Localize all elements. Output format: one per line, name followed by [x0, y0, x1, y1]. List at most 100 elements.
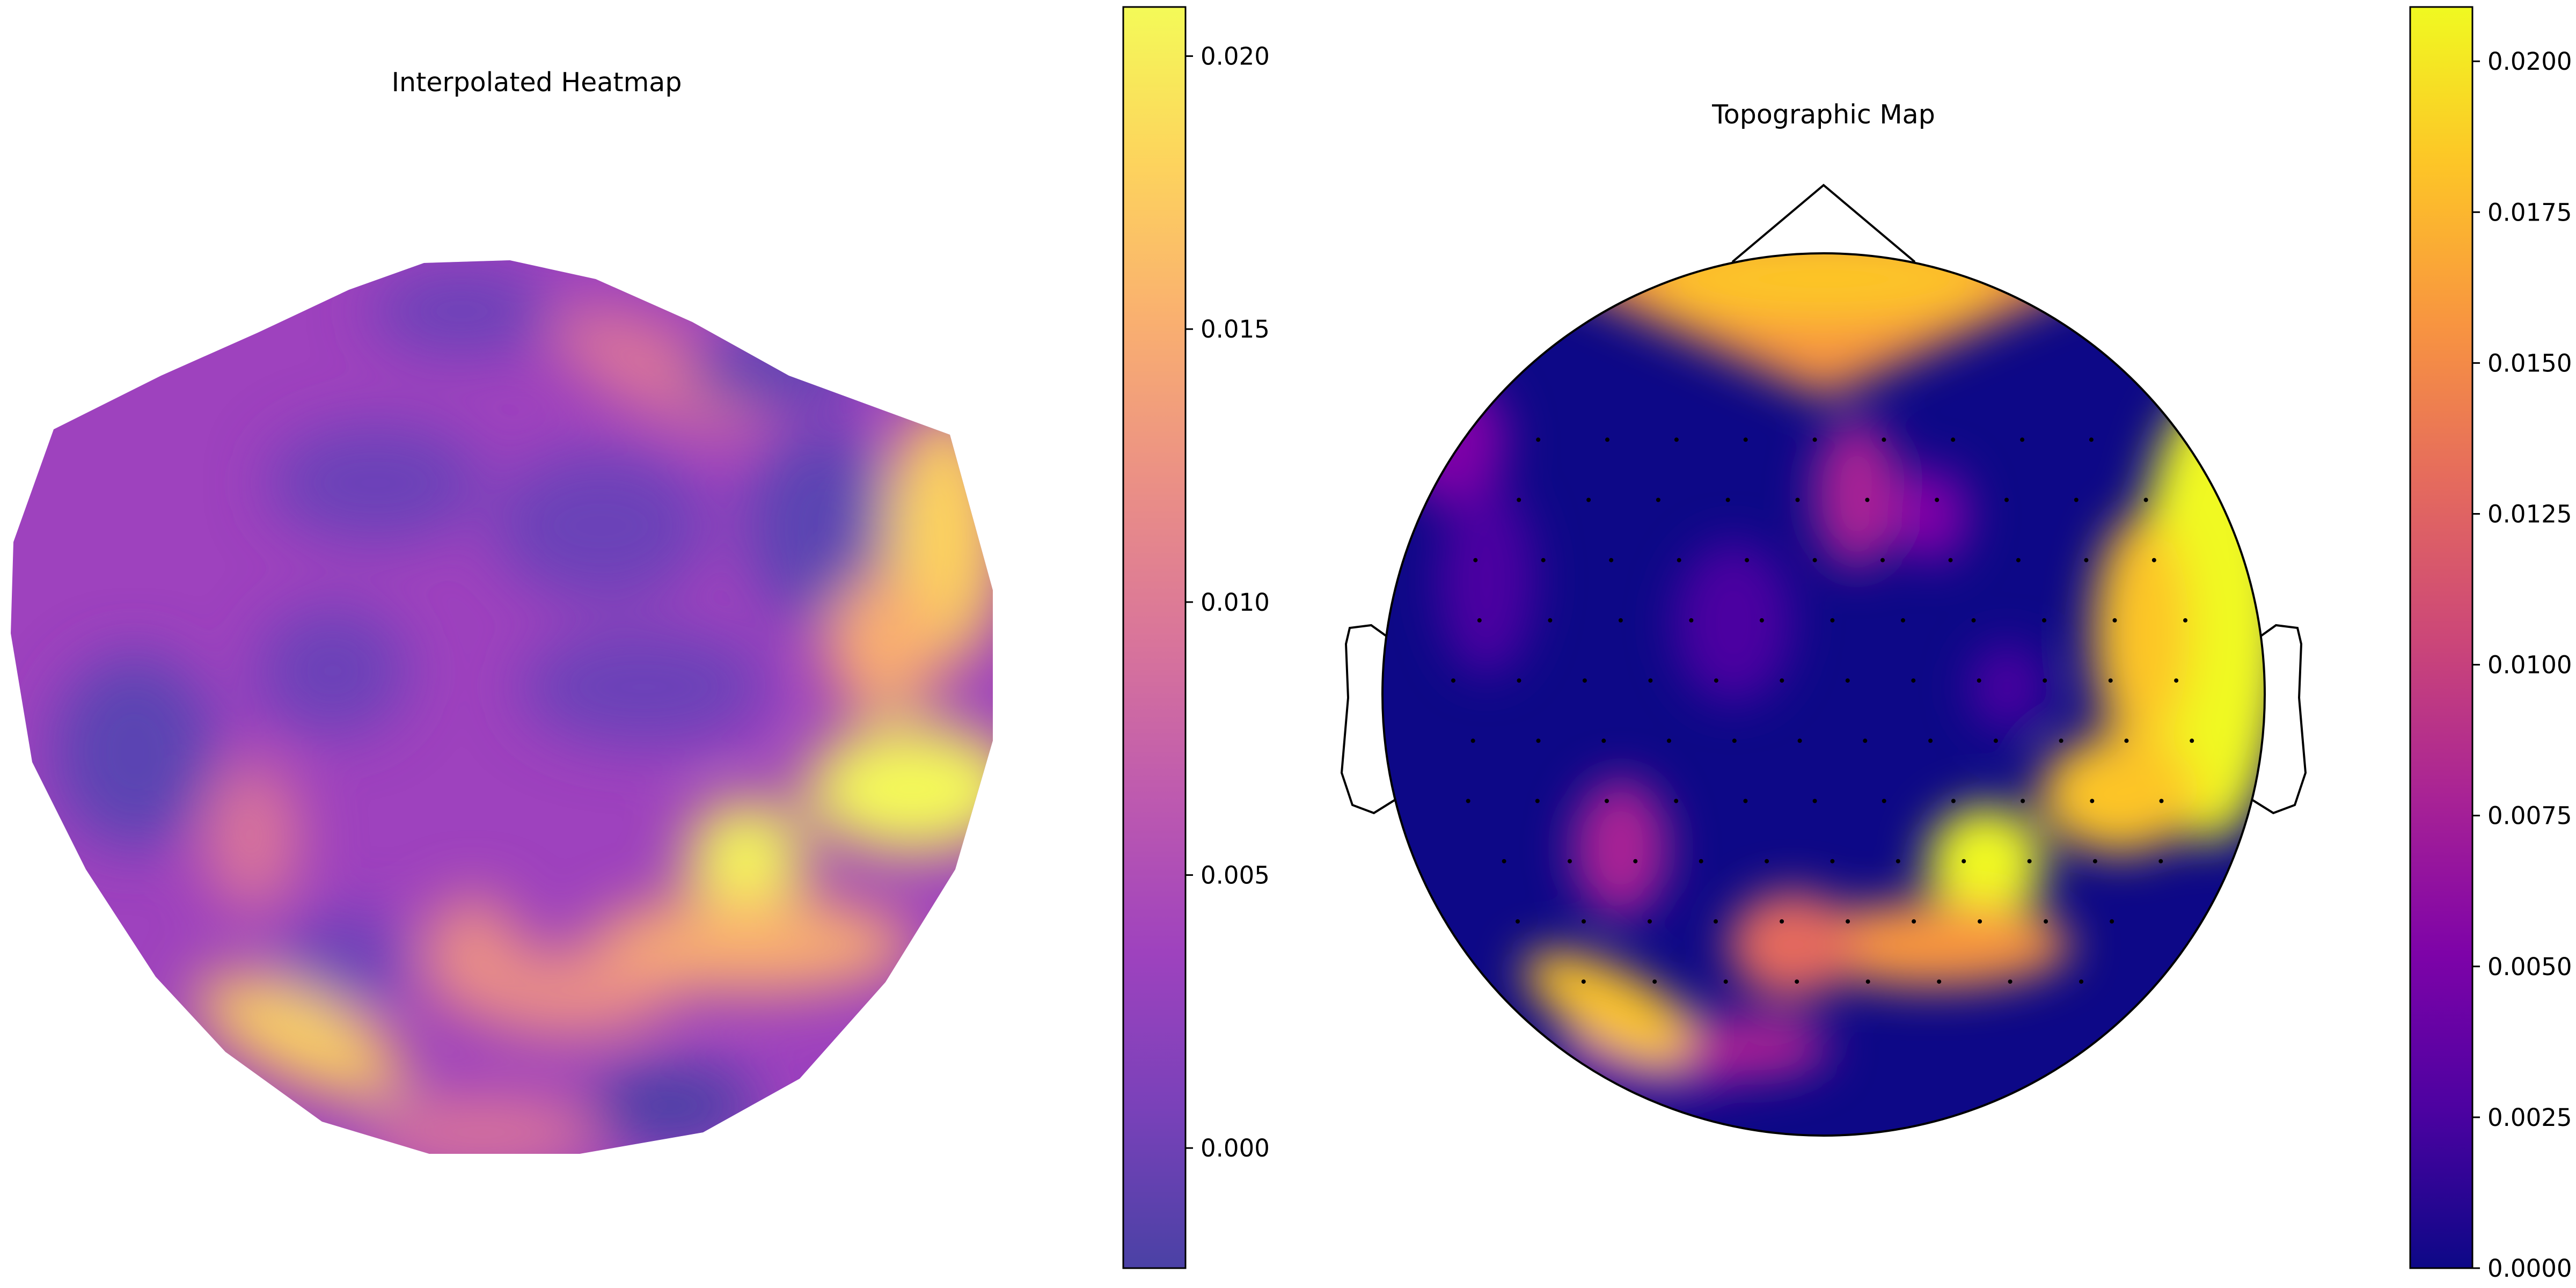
sensor-marker	[1541, 558, 1546, 562]
sensor-marker	[2174, 678, 2179, 683]
head-right-ear	[2251, 624, 2307, 815]
right-colorbar-ticks: 0.0000 0.0025 0.0050 0.0075 0.0100 0.0125 0.01…	[2472, 47, 2572, 1283]
sensor-marker	[1714, 678, 1718, 683]
sensor-marker	[1993, 738, 1998, 743]
sensor-marker	[1605, 799, 1609, 803]
sensor-marker	[1882, 799, 1886, 803]
right-colorbar-tick-label: 0.0125	[2487, 500, 2572, 528]
sensor-marker	[1863, 738, 1868, 743]
sensor-marker	[1797, 738, 1802, 743]
sensor-marker	[1656, 497, 1660, 502]
sensor-marker	[1743, 799, 1748, 803]
sensor-marker	[1689, 618, 1694, 623]
right-colorbar-tick-label: 0.0075	[2487, 802, 2572, 830]
sensor-marker	[1536, 437, 1541, 442]
sensor-marker	[2043, 678, 2047, 683]
right-colorbar-frame	[2409, 6, 2473, 1269]
sensor-marker	[1714, 919, 1718, 924]
sensor-marker	[1795, 497, 1800, 502]
left-colorbar-gradient	[1123, 7, 1185, 1268]
sensor-marker	[1759, 618, 1764, 623]
sensor-marker	[2027, 859, 2032, 863]
sensor-marker	[2124, 738, 2129, 743]
right-colorbar-tick-label: 0.0100	[2487, 651, 2572, 679]
left-colorbar-tick-label: 0.000	[1201, 1134, 1270, 1162]
sensor-marker	[2079, 979, 2084, 984]
sensor-marker	[1795, 979, 1799, 984]
sensor-marker	[1935, 497, 1940, 502]
sensor-marker	[1745, 558, 1750, 562]
left-colorbar-tick-label: 0.005	[1201, 861, 1270, 890]
sensor-marker	[1951, 437, 1956, 442]
left-chart-title: Interpolated Heatmap	[392, 67, 682, 98]
sensor-marker	[1586, 497, 1591, 502]
sensor-marker	[1723, 979, 1728, 984]
sensor-marker	[2044, 919, 2048, 924]
left-heatmap-surface	[11, 260, 993, 1154]
left-colorbar-tick-label: 0.010	[1201, 588, 1270, 617]
sensor-marker	[1812, 799, 1817, 803]
sensor-marker	[1830, 859, 1835, 863]
sensor-marker	[2158, 859, 2163, 863]
sensor-marker	[1517, 497, 1521, 502]
sensor-marker	[1962, 859, 1966, 863]
right-colorbar-tick-label: 0.0025	[2487, 1103, 2572, 1132]
sensor-marker	[1536, 738, 1541, 743]
sensor-marker	[1978, 919, 1982, 924]
sensor-marker	[1582, 919, 1586, 924]
sensor-marker	[1535, 799, 1540, 803]
right-colorbar-tick-label: 0.0150	[2487, 349, 2572, 377]
sensor-marker	[1601, 738, 1606, 743]
sensor-marker	[1451, 678, 1455, 683]
sensor-marker	[2151, 558, 2156, 562]
head-outline-circle	[1381, 252, 2266, 1137]
sensor-marker	[2042, 618, 2046, 623]
sensor-marker	[2004, 497, 2009, 502]
sensor-marker	[1977, 678, 1981, 683]
sensor-marker	[1732, 738, 1737, 743]
sensor-marker	[1951, 799, 1956, 803]
sensor-marker	[1516, 919, 1520, 924]
sensor-marker	[1846, 919, 1850, 924]
sensor-marker	[1502, 859, 1506, 863]
interpolated-heatmap-panel: Interpolated Heatmap	[11, 6, 1270, 1269]
sensor-marker	[1911, 678, 1916, 683]
left-colorbar-frame	[1122, 6, 1187, 1269]
sensor-marker	[1743, 437, 1748, 442]
sensor-marker	[1830, 618, 1835, 623]
sensor-marker	[1948, 558, 1953, 562]
sensor-marker	[2059, 738, 2063, 743]
right-colorbar-gradient	[2410, 7, 2472, 1268]
sensor-marker	[1882, 437, 1886, 442]
sensor-marker	[1725, 497, 1730, 502]
sensor-marker	[1633, 859, 1638, 863]
sensor-marker	[2143, 497, 2148, 502]
sensor-marker	[1812, 558, 1817, 562]
right-colorbar-tick-label: 0.0200	[2487, 47, 2572, 76]
sensor-marker	[1780, 678, 1784, 683]
sensor-marker	[1912, 919, 1916, 924]
sensor-marker	[1699, 859, 1703, 863]
sensor-marker	[1937, 979, 1942, 984]
sensor-marker	[1605, 437, 1609, 442]
sensor-marker	[1928, 738, 1933, 743]
sensor-marker	[2092, 859, 2097, 863]
sensor-marker	[1466, 799, 1470, 803]
sensor-marker	[1582, 678, 1587, 683]
left-colorbar: 0.000 0.005 0.010 0.015 0.020	[1122, 6, 1270, 1269]
sensor-marker	[2112, 618, 2117, 623]
head-left-ear	[1340, 624, 1396, 815]
sensor-marker	[1548, 618, 1553, 623]
sensor-marker	[2074, 497, 2079, 502]
sensor-marker	[1780, 919, 1784, 924]
sensor-marker	[1473, 558, 1478, 562]
sensor-marker	[1581, 979, 1586, 984]
sensor-marker	[2190, 738, 2194, 743]
sensor-marker	[2159, 799, 2164, 803]
sensor-marker	[1648, 678, 1653, 683]
right-colorbar: 0.0000 0.0025 0.0050 0.0075 0.0100 0.0125 0.01…	[2409, 6, 2572, 1283]
sensor-marker	[1609, 558, 1614, 562]
right-colorbar-tick-label: 0.0175	[2487, 198, 2572, 226]
sensor-marker	[2008, 979, 2012, 984]
sensor-marker	[1674, 437, 1679, 442]
